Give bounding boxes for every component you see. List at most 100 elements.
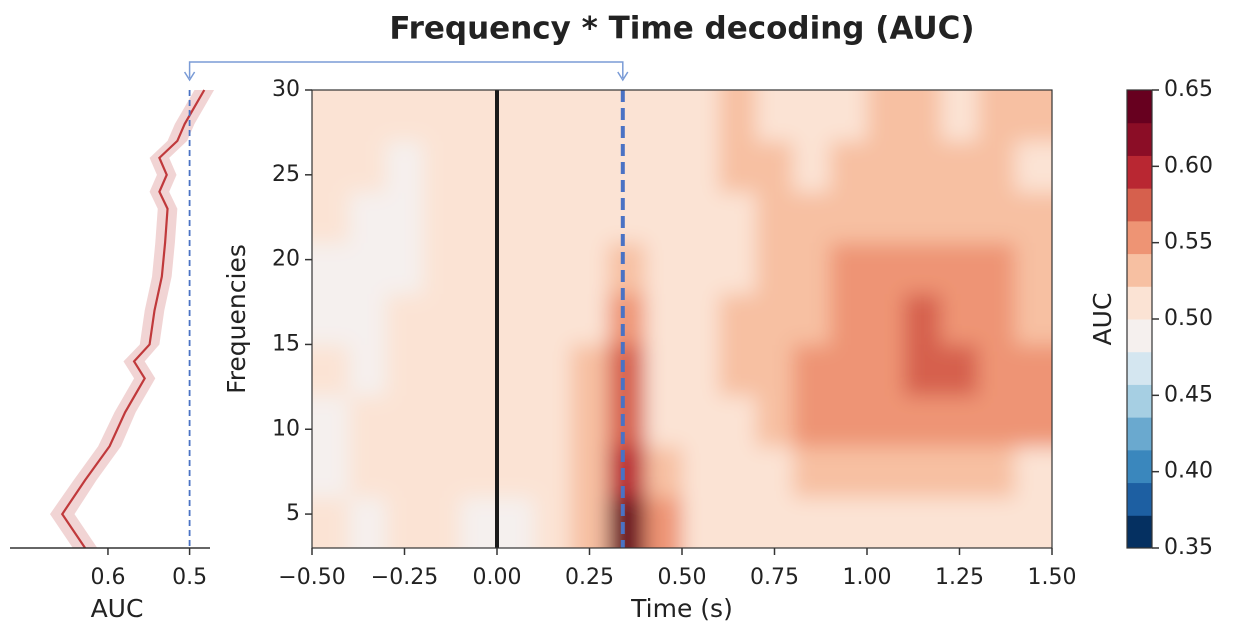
heatmap-cell xyxy=(978,293,1016,345)
x-tick-label: 0.50 xyxy=(658,565,707,590)
heatmap-cell xyxy=(312,140,350,193)
heatmap-cell xyxy=(349,344,387,396)
heatmap-cell xyxy=(756,242,794,295)
heatmap-cell xyxy=(497,140,535,193)
heatmap-cell xyxy=(645,242,683,295)
x-axis-label: AUC xyxy=(91,594,144,623)
heatmap-cell xyxy=(312,395,350,447)
heatmap-cell xyxy=(460,191,498,244)
heatmap-cell xyxy=(386,446,424,498)
auc-line xyxy=(60,89,206,549)
heatmap-cell xyxy=(571,140,609,193)
heatmap-cell xyxy=(423,446,461,498)
heatmap-cell xyxy=(312,344,350,396)
heatmap-cell xyxy=(645,446,683,498)
heatmap-cell xyxy=(830,395,868,447)
heatmap-cell xyxy=(978,497,1016,548)
heatmap-cell xyxy=(793,395,831,447)
colorbar-tick-label: 0.55 xyxy=(1164,230,1213,255)
colorbar-tick-label: 0.50 xyxy=(1164,306,1213,331)
heatmap-cell xyxy=(608,242,646,295)
heatmap-cell xyxy=(460,395,498,447)
heatmap-cell xyxy=(904,140,942,193)
heatmap-cell xyxy=(1015,497,1052,548)
y-tick-label: 25 xyxy=(272,162,300,187)
heatmap-cell xyxy=(756,497,794,548)
heatmap-cell xyxy=(756,90,794,142)
heatmap-cell xyxy=(460,140,498,193)
heatmap-blur xyxy=(312,90,1052,548)
heatmap-cell xyxy=(571,242,609,295)
heatmap-cell xyxy=(423,191,461,244)
heatmap-cell xyxy=(719,446,757,498)
x-tick-label: 0.75 xyxy=(750,565,799,590)
heatmap-cell xyxy=(608,344,646,396)
heatmap-cell xyxy=(941,395,979,447)
y-tick-label: 20 xyxy=(272,247,300,272)
colorbar-tick-label: 0.40 xyxy=(1164,459,1213,484)
x-tick-label: 0.6 xyxy=(90,565,125,590)
heatmap-cell xyxy=(349,191,387,244)
heatmap-cell xyxy=(460,497,498,548)
heatmap-cell xyxy=(719,293,757,345)
heatmap-cell xyxy=(608,497,646,548)
heatmap-cell xyxy=(349,242,387,295)
heatmap-cell xyxy=(386,191,424,244)
heatmap-cell xyxy=(423,293,461,345)
heatmap-cell xyxy=(756,395,794,447)
heatmap-cell xyxy=(497,446,535,498)
heatmap-cell xyxy=(497,293,535,345)
y-tick-label: 15 xyxy=(272,331,300,356)
heatmap-cell xyxy=(460,344,498,396)
colorbar-band xyxy=(1127,482,1152,516)
heatmap-cell xyxy=(904,293,942,345)
heatmap-cell xyxy=(571,446,609,498)
heatmap-cell xyxy=(645,191,683,244)
heatmap-cell xyxy=(312,293,350,345)
heatmap-cell xyxy=(793,242,831,295)
heatmap-cell xyxy=(608,293,646,345)
heatmap-cell xyxy=(534,90,572,142)
heatmap-cell xyxy=(386,90,424,142)
heatmap-cell xyxy=(682,90,720,142)
chart-title: Frequency * Time decoding (AUC) xyxy=(389,11,974,47)
heatmap-cell xyxy=(1015,140,1052,193)
heatmap-cell xyxy=(867,497,905,548)
heatmap-cell xyxy=(904,90,942,142)
colorbar-label: AUC xyxy=(1088,293,1117,346)
colorbar-band xyxy=(1127,220,1152,255)
heatmap-cell xyxy=(349,497,387,548)
heatmap-cell xyxy=(608,191,646,244)
heatmap-cell xyxy=(793,446,831,498)
heatmap-cell xyxy=(793,191,831,244)
heatmap-cell xyxy=(682,497,720,548)
x-tick-label: −0.25 xyxy=(371,565,438,590)
heatmap-cell xyxy=(608,140,646,193)
heatmap-cell xyxy=(941,191,979,244)
heatmap-cell xyxy=(497,242,535,295)
heatmap-cell xyxy=(645,395,683,447)
heatmap-cell xyxy=(756,140,794,193)
heatmap-cell xyxy=(978,191,1016,244)
heatmap-cell xyxy=(349,90,387,142)
heatmap-cell xyxy=(1015,446,1052,498)
x-tick-label: 0.00 xyxy=(473,565,522,590)
heatmap-cell xyxy=(386,140,424,193)
heatmap-cell xyxy=(1015,191,1052,244)
heatmap-cell xyxy=(830,90,868,142)
heatmap-cell xyxy=(867,140,905,193)
x-tick-label: −0.50 xyxy=(278,565,345,590)
heatmap-cell xyxy=(719,497,757,548)
colorbar-tick-label: 0.45 xyxy=(1164,382,1213,407)
heatmap-cell xyxy=(978,90,1016,142)
heatmap-cell xyxy=(978,242,1016,295)
heatmap-cell xyxy=(534,395,572,447)
heatmap-cell xyxy=(534,446,572,498)
heatmap-cell xyxy=(423,242,461,295)
heatmap-cell xyxy=(386,395,424,447)
error-band xyxy=(50,90,215,548)
heatmap-cell xyxy=(1015,242,1052,295)
heatmap-cell xyxy=(386,497,424,548)
heatmap-cell xyxy=(349,395,387,447)
